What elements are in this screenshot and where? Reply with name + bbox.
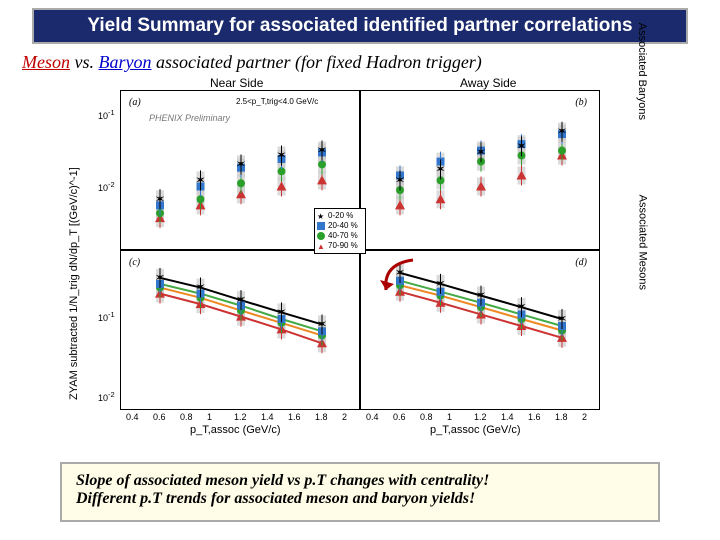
- legend-label: 70-90 %: [328, 241, 358, 251]
- subtitle-vs: vs.: [70, 52, 99, 72]
- panel-title-away: Away Side: [460, 76, 516, 90]
- y-axis-label: ZYAM subtracted 1/N_trig dN/dp_T [(GeV/c…: [68, 167, 80, 400]
- legend-row: ▲70-90 %: [317, 241, 363, 251]
- legend-row: 20-40 %: [317, 221, 363, 231]
- legend-label: 20-40 %: [328, 221, 358, 231]
- panel-c: (c) ✶✶✶✶✶: [120, 250, 360, 410]
- legend-label: 0-20 %: [328, 211, 353, 221]
- legend: ★0-20 % 20-40 % 40-70 % ▲70-90 %: [314, 208, 366, 254]
- panel-c-svg: ✶✶✶✶✶: [121, 251, 361, 411]
- panel-b-svg: ✶✶✶✶✶: [361, 91, 601, 251]
- chart-container: ZYAM subtracted 1/N_trig dN/dp_T [(GeV/c…: [100, 90, 640, 440]
- subtitle: Meson vs. Baryon associated partner (for…: [22, 52, 482, 73]
- curved-arrow-icon: [368, 252, 428, 302]
- y-tick: 10-2: [98, 390, 115, 403]
- legend-row: 40-70 %: [317, 231, 363, 241]
- x-axis-label-right: p_T,assoc (GeV/c): [430, 424, 520, 436]
- panel-b: (b) ✶✶✶✶✶: [360, 90, 600, 250]
- side-label-mesons: Associated Mesons: [636, 195, 648, 290]
- x-axis-label-left: p_T,assoc (GeV/c): [190, 424, 280, 436]
- footer-line2: Different p.T trends for associated meso…: [76, 490, 644, 508]
- subtitle-meson: Meson: [22, 52, 70, 72]
- y-tick: 10-1: [98, 108, 115, 121]
- title-banner: Yield Summary for associated identified …: [32, 8, 688, 44]
- y-tick: 10-2: [98, 180, 115, 193]
- subtitle-rest: associated partner (for fixed Hadron tri…: [152, 52, 482, 72]
- footer-line1: Slope of associated meson yield vs p.T c…: [76, 472, 644, 490]
- footer-box: Slope of associated meson yield vs p.T c…: [60, 462, 660, 522]
- title-text: Yield Summary for associated identified …: [87, 15, 632, 37]
- side-label-baryons: Associated Baryons: [636, 23, 648, 120]
- subtitle-baryon: Baryon: [99, 52, 152, 72]
- legend-row: ★0-20 %: [317, 211, 363, 221]
- legend-label: 40-70 %: [328, 231, 358, 241]
- panel-title-near: Near Side: [210, 76, 263, 90]
- y-tick: 10-1: [98, 310, 115, 323]
